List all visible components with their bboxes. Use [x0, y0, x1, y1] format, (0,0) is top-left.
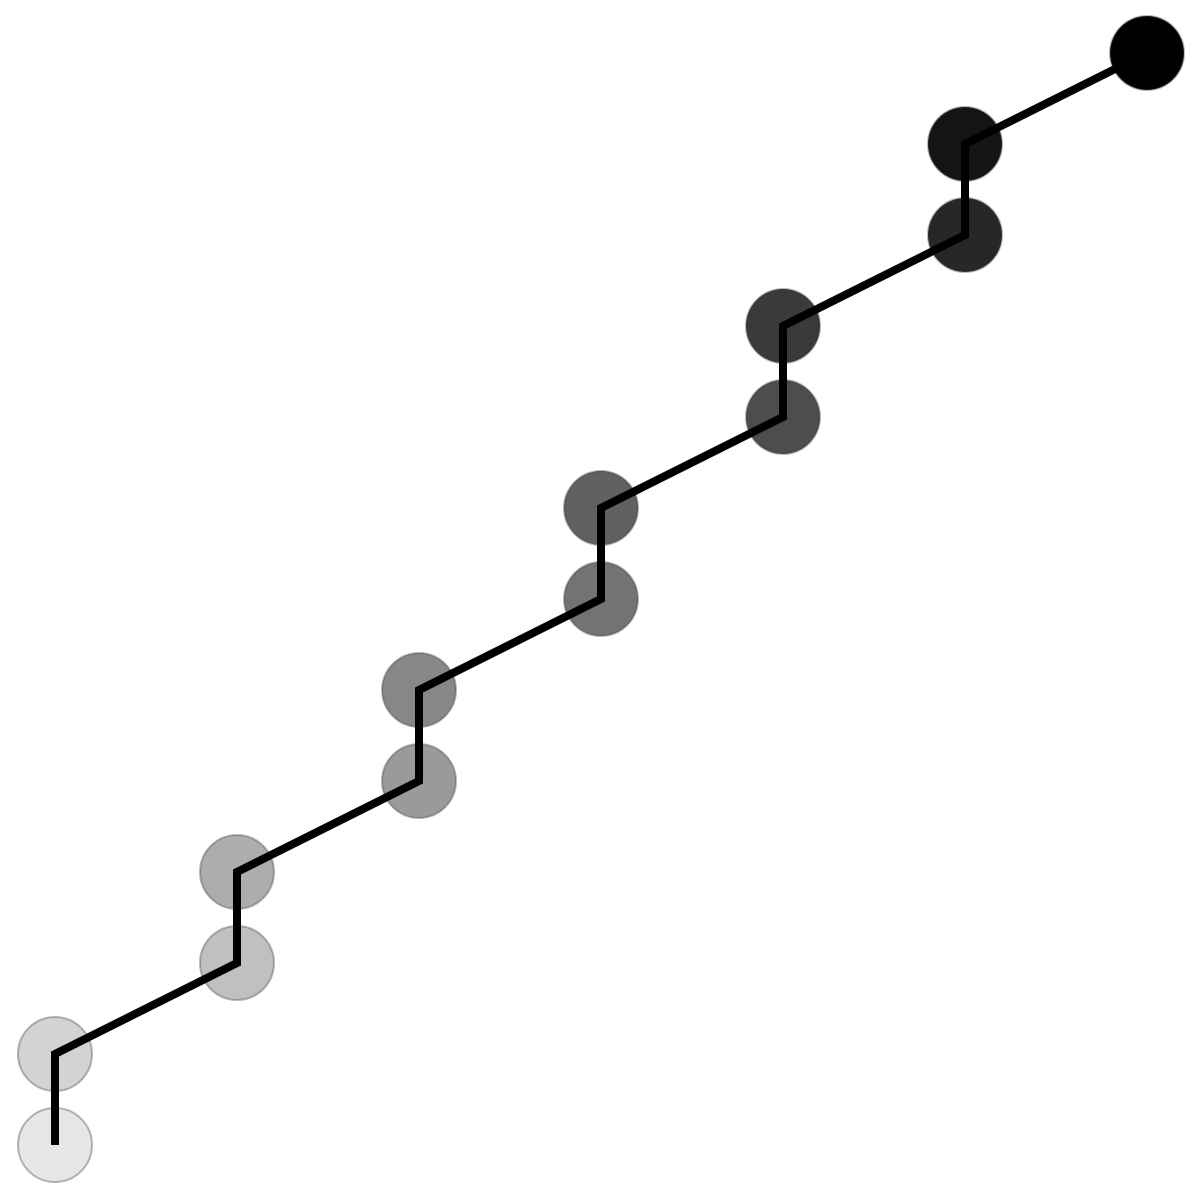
staircase-path-line: [51, 49, 1149, 1145]
